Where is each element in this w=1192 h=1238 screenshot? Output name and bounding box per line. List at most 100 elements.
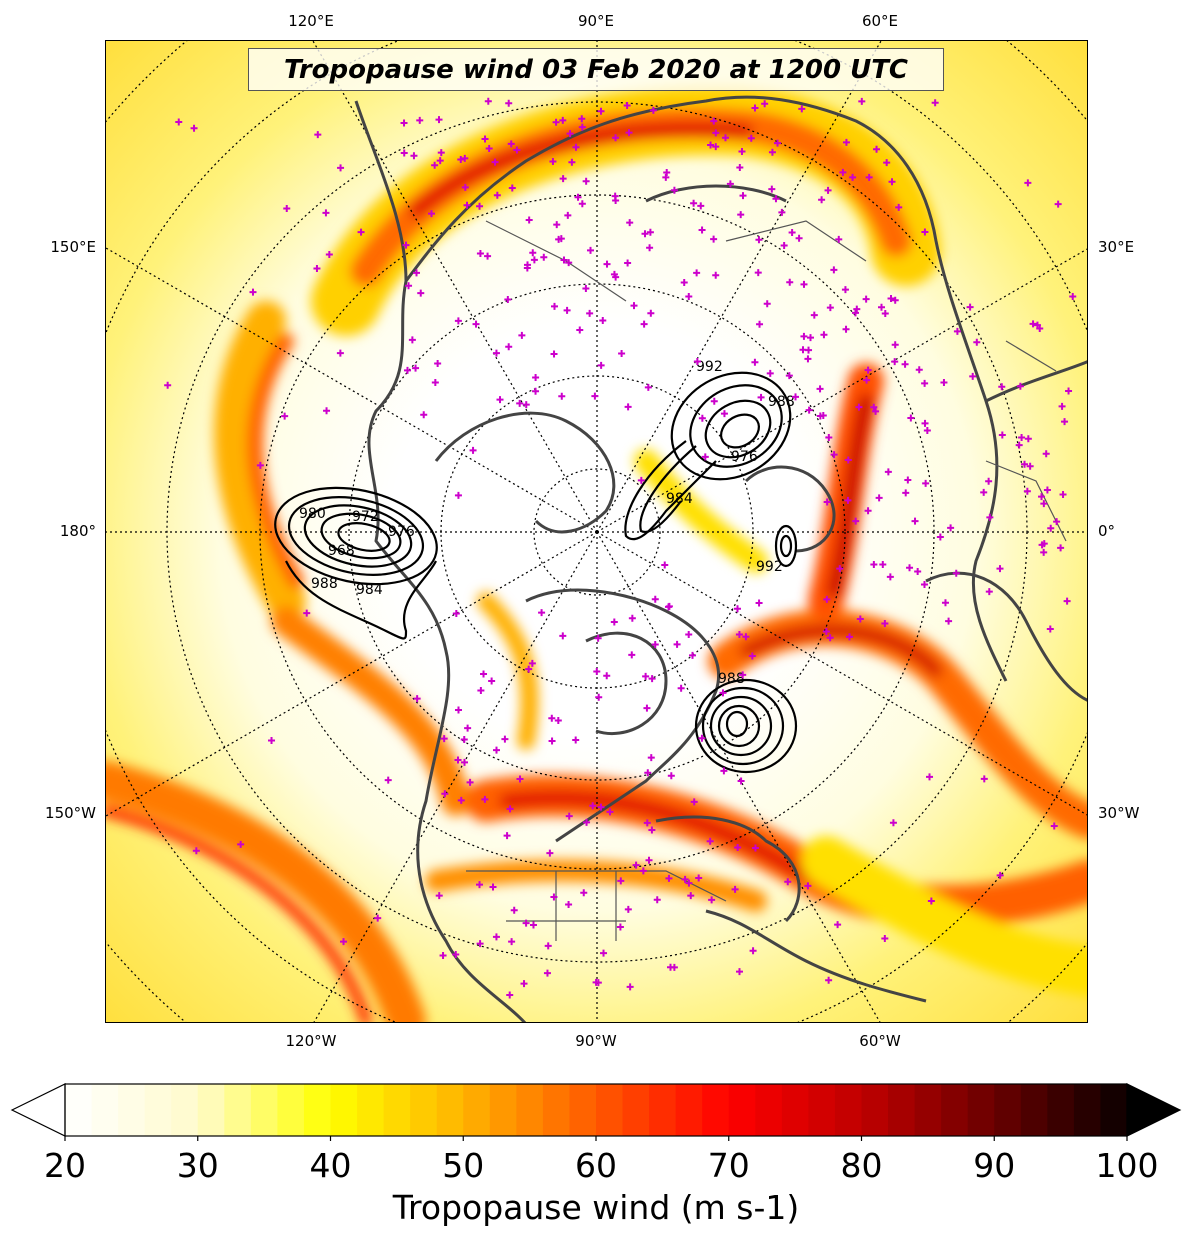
station-marker [904,476,912,484]
colorbar-cell [755,1084,783,1136]
colorbar-cell [1100,1084,1128,1136]
station-marker [784,878,792,886]
colorbar-tick-label: 50 [442,1146,485,1185]
station-marker [830,451,838,459]
station-marker [855,403,863,411]
station-marker [851,309,859,317]
station-marker [587,246,595,254]
station-marker [836,565,844,573]
station-marker [755,236,763,244]
station-marker [1061,418,1069,426]
station-marker [506,805,514,813]
station-marker [685,293,693,301]
station-marker [844,496,852,504]
station-marker [457,155,465,163]
lon-label-top-120e: 120°E [288,12,334,30]
station-marker [834,921,842,929]
station-marker [522,919,530,927]
station-marker [603,260,611,268]
low-pressure-system-small [774,524,798,568]
station-marker [624,259,632,267]
station-marker [826,634,834,642]
station-marker [476,881,484,889]
station-marker [881,620,889,628]
station-marker [624,403,632,411]
station-marker [996,565,1004,573]
station-marker [644,383,652,391]
station-marker [820,331,828,339]
station-marker [755,599,763,607]
station-marker [761,100,769,108]
station-marker [707,141,715,149]
station-marker [645,856,653,864]
station-marker [580,889,588,897]
station-marker [952,569,960,577]
station-marker [525,665,533,673]
station-marker [612,134,620,142]
station-marker [558,392,566,400]
station-marker [1024,435,1032,443]
lon-label-right-30w: 30°W [1098,804,1140,822]
station-marker [488,677,496,685]
station-marker [884,468,892,476]
station-marker [492,933,500,941]
station-marker [766,369,774,377]
station-marker [664,603,672,611]
colorbar-cell [1020,1084,1048,1136]
station-marker [886,573,894,581]
station-marker [463,201,471,209]
station-marker [532,373,540,381]
station-marker [626,219,634,227]
station-marker [431,378,439,386]
station-marker [600,949,608,957]
station-marker [712,143,720,151]
colorbar-cell [489,1084,517,1136]
station-marker [618,350,626,358]
station-marker [1042,450,1050,458]
station-marker [400,149,408,157]
station-marker [663,169,671,177]
colorbar-cell [463,1084,491,1136]
station-marker [617,877,625,885]
station-marker [578,200,586,208]
station-marker [403,366,411,374]
station-marker [1057,544,1065,552]
station-marker [552,118,560,126]
station-marker [439,951,447,959]
station-marker [595,693,603,701]
station-marker [768,148,776,156]
station-marker [842,138,850,146]
station-marker [476,250,484,258]
station-marker [738,148,746,156]
station-marker [973,338,981,346]
station-marker [646,244,654,252]
station-marker [1063,597,1071,605]
station-marker [563,306,571,314]
station-marker [505,99,513,107]
colorbar-label: Tropopause wind (m s-1) [392,1188,800,1227]
station-marker [586,309,594,317]
station-marker [1040,500,1048,508]
station-marker [800,280,808,288]
station-marker [921,228,929,236]
station-marker [698,226,706,234]
station-marker [313,265,321,273]
contour-label-3: 976 [388,524,415,540]
station-marker [576,326,584,334]
station-marker [911,517,919,525]
station-marker [690,199,698,207]
station-marker [736,163,744,171]
station-marker [826,304,834,312]
station-marker [1059,491,1067,499]
station-marker [887,295,895,303]
station-marker [492,349,500,357]
station-marker [484,97,492,105]
station-marker [400,119,408,127]
station-marker [891,358,899,366]
station-marker [1024,179,1032,187]
colorbar-tick-label: 40 [309,1146,352,1185]
colorbar-cell [250,1084,278,1136]
station-marker [476,940,484,948]
colorbar-cell [91,1084,119,1136]
station-marker [591,392,599,400]
